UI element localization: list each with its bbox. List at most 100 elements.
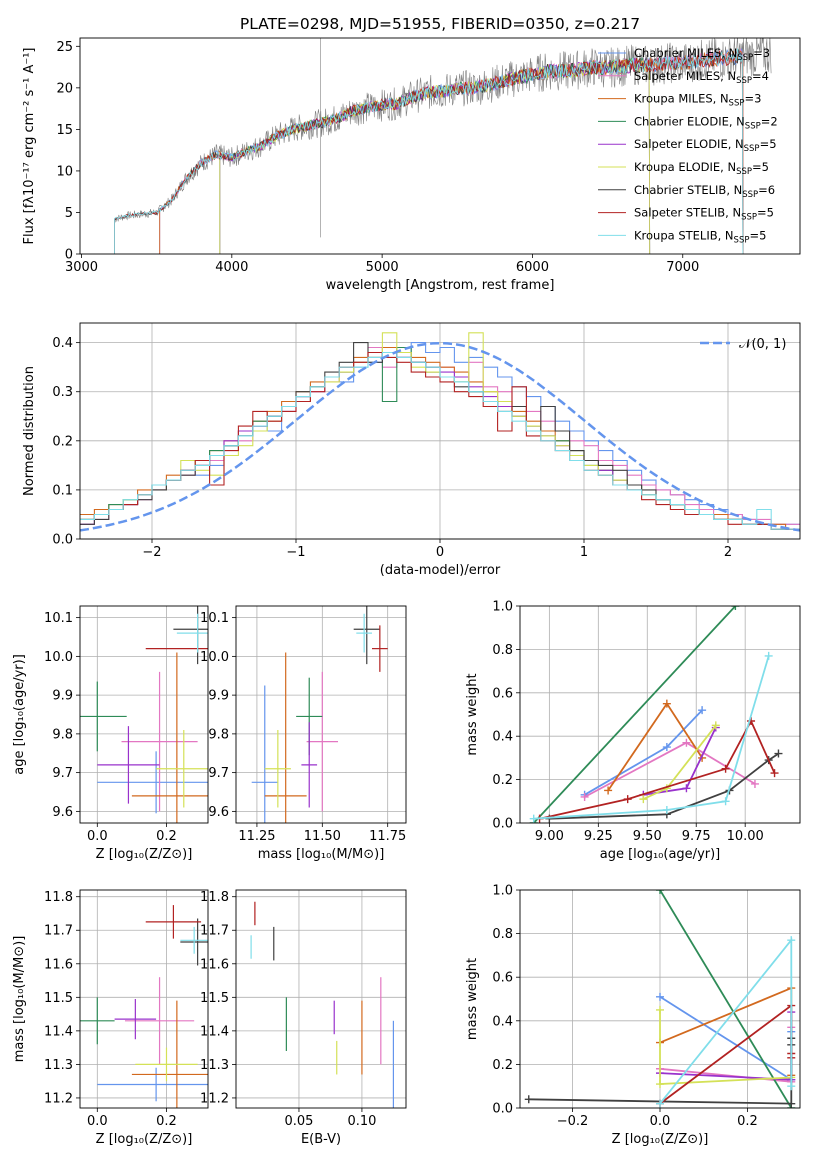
legend-entry: Kroupa STELIB, NSSP=5 xyxy=(634,228,766,245)
axes-frame xyxy=(79,322,801,540)
errorbar-point-0 xyxy=(251,685,278,823)
x-tick-label: 0.0 xyxy=(650,1114,671,1129)
plus-marker xyxy=(774,749,783,758)
x-tick-label: 11.50 xyxy=(304,829,341,844)
axes-frame xyxy=(235,605,407,824)
plus-marker xyxy=(711,721,720,730)
plus-marker xyxy=(731,606,740,610)
errorbar-point-4 xyxy=(301,722,318,808)
x-tick-label: 0.05 xyxy=(284,1114,313,1129)
plot-area xyxy=(524,890,796,1108)
axes-frame xyxy=(519,889,801,1109)
plus-marker xyxy=(656,890,664,894)
plot-area xyxy=(80,332,800,532)
x-tick-label: 9.50 xyxy=(633,829,662,844)
x-tick-label: 11.75 xyxy=(369,829,406,844)
errorbar-point-7 xyxy=(145,905,202,939)
plus-marker xyxy=(662,805,671,814)
plus-marker xyxy=(524,1095,533,1104)
plot-area xyxy=(80,606,208,823)
errorbar-point-5 xyxy=(135,1047,198,1082)
plus-marker xyxy=(787,936,796,945)
y-axis-label: mass weight xyxy=(465,673,480,755)
x-axis-label: E(B-V) xyxy=(301,1132,341,1147)
plot-area xyxy=(251,606,388,823)
observed-spectrum-line xyxy=(114,38,772,254)
y-tick-label: 11.7 xyxy=(44,924,73,939)
y-tick-label: 9.8 xyxy=(52,727,73,742)
plus-marker xyxy=(656,992,664,1001)
errorbar-point-5 xyxy=(264,730,291,808)
plus-marker xyxy=(787,1082,796,1091)
errorbar-point-8 xyxy=(356,613,372,653)
y-tick-label: 9.7 xyxy=(208,766,229,781)
y-tick-label: 0.0 xyxy=(52,533,73,548)
y-tick-label: 11.3 xyxy=(44,1058,73,1073)
errorbar-point-2 xyxy=(264,652,307,823)
legend-entry: Salpeter ELODIE, NSSP=5 xyxy=(634,137,777,154)
legend-entry: Salpeter MILES, NSSP=4 xyxy=(634,69,769,86)
y-tick-label: 0.4 xyxy=(492,730,513,745)
plus-marker xyxy=(721,764,730,773)
plus-marker xyxy=(770,769,779,778)
y-tick-label: 0.8 xyxy=(492,643,513,658)
errorbar-point-2 xyxy=(131,1000,208,1108)
panel-spectrum: 3000 4000 5000 6000 7000 0 5 10 15 20 25 wavelength… xyxy=(22,37,801,293)
y-axis-label: Normed distribution xyxy=(22,366,37,496)
legend-entry: Kroupa ELODIE, NSSP=5 xyxy=(634,160,769,177)
y-tick-label: 15 xyxy=(56,123,73,138)
x-tick-label: 0.0 xyxy=(87,829,108,844)
plus-marker xyxy=(656,1005,664,1014)
legend-entry: Chabrier STELIB, NSSP=6 xyxy=(634,183,775,200)
plus-marker xyxy=(656,1080,664,1089)
y-tick-label: 0.4 xyxy=(492,1014,513,1029)
plus-marker xyxy=(721,797,730,806)
y-tick-label: 0 xyxy=(65,248,73,263)
errorbar-point-7 xyxy=(372,625,388,672)
plus-marker xyxy=(682,738,691,747)
plus-marker xyxy=(529,814,538,823)
figure-title: PLATE=0298, MJD=51955, FIBERID=0350, z=0… xyxy=(240,15,640,33)
y-tick-label: 0.1 xyxy=(52,483,73,498)
y-tick-label: 0.0 xyxy=(492,817,513,832)
x-tick-label: −0.2 xyxy=(557,1114,589,1129)
y-tick-label: 20 xyxy=(56,81,73,96)
y-tick-label: 0.6 xyxy=(492,686,513,701)
plus-marker xyxy=(656,1099,664,1108)
y-tick-label: 0.0 xyxy=(492,1102,513,1117)
errorbar-point-0 xyxy=(97,751,208,814)
y-tick-label: 11.8 xyxy=(44,890,73,905)
x-tick-label: 1 xyxy=(580,545,588,560)
errorbar-point-1 xyxy=(306,671,338,812)
panel-mass-vs-ebv: 0.05 0.10 11.2 11.3 11.4 11.5 11.6 11.7 11.8 E(B-… xyxy=(200,889,407,1147)
weight-line-0 xyxy=(659,996,793,1082)
y-tick-label: 11.7 xyxy=(200,924,229,939)
weight-line-2 xyxy=(659,986,793,1076)
y-tick-label: 1.0 xyxy=(492,884,513,899)
x-axis-label: (data-model)/error xyxy=(380,563,501,578)
y-tick-label: 9.9 xyxy=(208,689,229,704)
y-tick-label: 11.8 xyxy=(200,890,229,905)
y-tick-label: 10.1 xyxy=(44,611,73,626)
x-tick-label: 0.2 xyxy=(156,1114,177,1129)
model-line-8 xyxy=(114,48,744,254)
y-tick-label: 25 xyxy=(56,40,73,55)
errorbar-point-0 xyxy=(97,1067,208,1102)
x-axis-label: Z [log₁₀(Z/Z⊙)] xyxy=(612,1132,709,1147)
x-tick-label: −2 xyxy=(142,545,161,560)
panel-mass-vs-Z: 0.0 0.2 11.2 11.3 11.4 11.5 11.6 11.7 11.8 Z [log… xyxy=(12,889,209,1147)
errorbar-point-5 xyxy=(156,730,208,808)
y-tick-label: 11.5 xyxy=(200,991,229,1006)
plus-marker xyxy=(639,795,648,804)
y-tick-label: 1.0 xyxy=(492,600,513,615)
panel-mass-weight-vs-age: 9.00 9.25 9.50 9.75 10.00 0.0 0.2 0.4 0.6 0.8 1.0 a… xyxy=(465,600,801,862)
x-tick-label: 4000 xyxy=(215,260,248,275)
plus-marker xyxy=(698,706,707,715)
y-tick-label: 10.1 xyxy=(200,611,229,626)
y-tick-label: 9.9 xyxy=(52,689,73,704)
plus-marker xyxy=(623,795,632,804)
plot-area xyxy=(529,606,783,823)
weight-line-7 xyxy=(659,1003,793,1105)
plus-marker xyxy=(750,779,759,788)
